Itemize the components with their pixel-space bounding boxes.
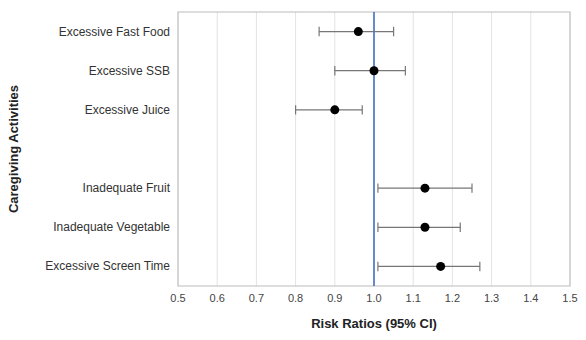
x-axis-title: Risk Ratios (95% CI)	[311, 316, 437, 331]
point	[420, 184, 429, 193]
grid-line	[452, 12, 453, 286]
plot-area	[178, 12, 570, 286]
point	[420, 223, 429, 232]
marks	[296, 12, 480, 286]
x-tick-label: 1.1	[406, 292, 421, 304]
grid	[178, 12, 570, 286]
point	[436, 262, 445, 271]
ci-cap-low	[377, 223, 378, 232]
grid-line	[530, 12, 531, 286]
ci-cap-low	[295, 105, 296, 114]
ci-line	[296, 109, 363, 110]
grid-line	[217, 12, 218, 286]
ci-cap-high	[460, 223, 461, 232]
ci-line	[378, 227, 460, 228]
point	[330, 105, 339, 114]
category-label: Excessive Juice	[85, 103, 171, 117]
x-tick-label: 0.9	[327, 292, 342, 304]
category-label: Excessive Fast Food	[59, 25, 170, 39]
ci-cap-high	[362, 105, 363, 114]
category-label: Inadequate Fruit	[83, 181, 171, 195]
category-label: Inadequate Vegetable	[53, 220, 170, 234]
chart: 0.5 0.6 0.7 0.8 0.9 1.0 1.1 1.2 1.3 1.4 1.5 Excessi…	[0, 0, 586, 340]
x-tick-label: 1.0	[366, 292, 381, 304]
x-tick-label: 1.3	[484, 292, 499, 304]
category-label: Excessive SSB	[89, 64, 170, 78]
point	[370, 66, 379, 75]
ci-cap-high	[471, 183, 472, 192]
category-label: Excessive Screen Time	[45, 259, 170, 273]
ci-cap-low	[377, 262, 378, 271]
grid-line	[413, 12, 414, 286]
point	[354, 27, 363, 36]
ci-line	[378, 266, 480, 267]
reference-line	[373, 12, 375, 286]
x-tick-label: 0.7	[249, 292, 264, 304]
ci-cap-low	[334, 66, 335, 75]
grid-line	[256, 12, 257, 286]
x-tick-label: 1.4	[523, 292, 538, 304]
plot-frame	[178, 12, 570, 286]
x-tick-label: 0.8	[288, 292, 303, 304]
x-tick-label: 1.2	[445, 292, 460, 304]
grid-line	[374, 12, 375, 286]
y-axis-title: Caregiving Activities	[6, 85, 21, 213]
grid-line	[334, 12, 335, 286]
grid-line	[295, 12, 296, 286]
ci-cap-high	[479, 262, 480, 271]
ci-cap-high	[405, 66, 406, 75]
x-tick-label: 1.5	[562, 292, 577, 304]
ci-cap-low	[377, 183, 378, 192]
x-tick-label: 0.6	[210, 292, 225, 304]
grid-line	[491, 12, 492, 286]
ci-cap-low	[319, 27, 320, 36]
x-tick-label: 0.5	[170, 292, 185, 304]
ci-cap-high	[393, 27, 394, 36]
